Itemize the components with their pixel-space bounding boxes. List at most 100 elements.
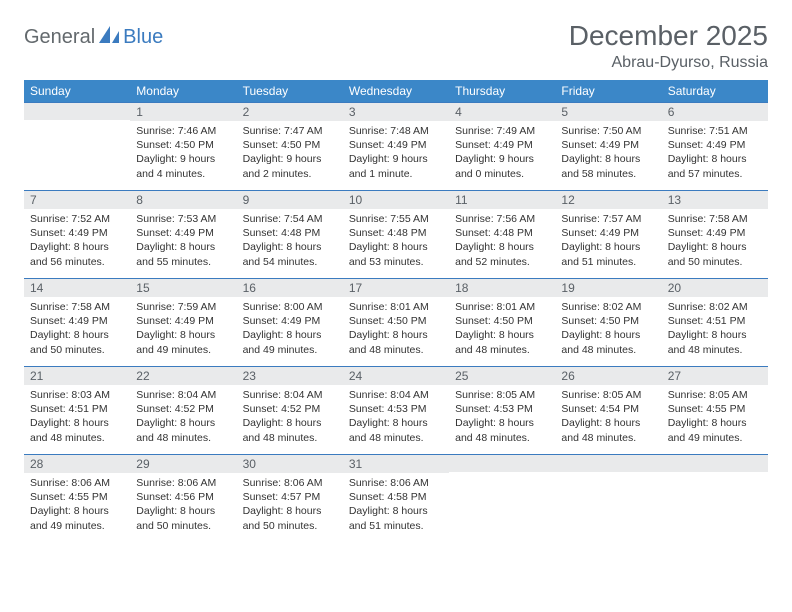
sunset-text: Sunset: 4:50 PM: [243, 138, 337, 152]
calendar-day: 11Sunrise: 7:56 AMSunset: 4:48 PMDayligh…: [449, 190, 555, 278]
sunrise-text: Sunrise: 8:06 AM: [349, 476, 443, 490]
sunset-text: Sunset: 4:49 PM: [349, 138, 443, 152]
logo: General Blue: [24, 26, 163, 49]
daylight-text: Daylight: 9 hours and 0 minutes.: [455, 152, 549, 180]
day-number: 17: [343, 278, 449, 297]
calendar-day: 23Sunrise: 8:04 AMSunset: 4:52 PMDayligh…: [237, 366, 343, 454]
sunset-text: Sunset: 4:49 PM: [561, 226, 655, 240]
daylight-text: Daylight: 8 hours and 48 minutes.: [561, 416, 655, 444]
calendar-day: 2Sunrise: 7:47 AMSunset: 4:50 PMDaylight…: [237, 102, 343, 190]
day-content: Sunrise: 7:56 AMSunset: 4:48 PMDaylight:…: [449, 209, 555, 275]
daylight-text: Daylight: 8 hours and 48 minutes.: [455, 416, 549, 444]
calendar-day: 21Sunrise: 8:03 AMSunset: 4:51 PMDayligh…: [24, 366, 130, 454]
calendar-day: 28Sunrise: 8:06 AMSunset: 4:55 PMDayligh…: [24, 454, 130, 542]
day-number: 28: [24, 454, 130, 473]
sunrise-text: Sunrise: 8:02 AM: [668, 300, 762, 314]
sunrise-text: Sunrise: 7:49 AM: [455, 124, 549, 138]
daylight-text: Daylight: 9 hours and 4 minutes.: [136, 152, 230, 180]
day-number: 2: [237, 102, 343, 121]
daylight-text: Daylight: 8 hours and 51 minutes.: [561, 240, 655, 268]
sunrise-text: Sunrise: 7:47 AM: [243, 124, 337, 138]
calendar-day: 25Sunrise: 8:05 AMSunset: 4:53 PMDayligh…: [449, 366, 555, 454]
day-content: Sunrise: 8:06 AMSunset: 4:57 PMDaylight:…: [237, 473, 343, 539]
sunset-text: Sunset: 4:50 PM: [561, 314, 655, 328]
sunrise-text: Sunrise: 8:06 AM: [243, 476, 337, 490]
day-content: Sunrise: 8:05 AMSunset: 4:53 PMDaylight:…: [449, 385, 555, 451]
location-label: Abrau-Dyurso, Russia: [569, 54, 768, 72]
day-content: Sunrise: 8:06 AMSunset: 4:55 PMDaylight:…: [24, 473, 130, 539]
day-number: 21: [24, 366, 130, 385]
sunset-text: Sunset: 4:58 PM: [349, 490, 443, 504]
calendar-day: 14Sunrise: 7:58 AMSunset: 4:49 PMDayligh…: [24, 278, 130, 366]
sunrise-text: Sunrise: 7:58 AM: [668, 212, 762, 226]
sunset-text: Sunset: 4:49 PM: [668, 138, 762, 152]
sunset-text: Sunset: 4:55 PM: [668, 402, 762, 416]
day-number: 19: [555, 278, 661, 297]
day-number: [24, 102, 130, 120]
sunset-text: Sunset: 4:57 PM: [243, 490, 337, 504]
day-number: 6: [662, 102, 768, 121]
dayname-sunday: Sunday: [24, 80, 130, 102]
sunrise-text: Sunrise: 8:02 AM: [561, 300, 655, 314]
day-content: Sunrise: 7:48 AMSunset: 4:49 PMDaylight:…: [343, 121, 449, 187]
day-number: 31: [343, 454, 449, 473]
daylight-text: Daylight: 8 hours and 55 minutes.: [136, 240, 230, 268]
calendar-week: 28Sunrise: 8:06 AMSunset: 4:55 PMDayligh…: [24, 454, 768, 542]
logo-text-general: General: [24, 26, 95, 49]
daylight-text: Daylight: 8 hours and 48 minutes.: [243, 416, 337, 444]
daylight-text: Daylight: 8 hours and 52 minutes.: [455, 240, 549, 268]
sunset-text: Sunset: 4:56 PM: [136, 490, 230, 504]
sunrise-text: Sunrise: 7:54 AM: [243, 212, 337, 226]
day-content: Sunrise: 8:01 AMSunset: 4:50 PMDaylight:…: [449, 297, 555, 363]
dayname-row: Sunday Monday Tuesday Wednesday Thursday…: [24, 80, 768, 102]
day-content: Sunrise: 8:04 AMSunset: 4:53 PMDaylight:…: [343, 385, 449, 451]
sunset-text: Sunset: 4:53 PM: [455, 402, 549, 416]
calendar-day: 6Sunrise: 7:51 AMSunset: 4:49 PMDaylight…: [662, 102, 768, 190]
sunrise-text: Sunrise: 7:46 AM: [136, 124, 230, 138]
logo-text-blue: Blue: [123, 26, 163, 49]
calendar-day: 31Sunrise: 8:06 AMSunset: 4:58 PMDayligh…: [343, 454, 449, 542]
calendar-day: 30Sunrise: 8:06 AMSunset: 4:57 PMDayligh…: [237, 454, 343, 542]
day-number: 24: [343, 366, 449, 385]
daylight-text: Daylight: 9 hours and 2 minutes.: [243, 152, 337, 180]
calendar-day: 16Sunrise: 8:00 AMSunset: 4:49 PMDayligh…: [237, 278, 343, 366]
calendar-day: [662, 454, 768, 542]
calendar-day: 29Sunrise: 8:06 AMSunset: 4:56 PMDayligh…: [130, 454, 236, 542]
day-number: 18: [449, 278, 555, 297]
daylight-text: Daylight: 8 hours and 54 minutes.: [243, 240, 337, 268]
day-content: Sunrise: 8:01 AMSunset: 4:50 PMDaylight:…: [343, 297, 449, 363]
day-number: 27: [662, 366, 768, 385]
day-number: 25: [449, 366, 555, 385]
calendar-day: 17Sunrise: 8:01 AMSunset: 4:50 PMDayligh…: [343, 278, 449, 366]
day-content: Sunrise: 7:54 AMSunset: 4:48 PMDaylight:…: [237, 209, 343, 275]
calendar-day: [555, 454, 661, 542]
daylight-text: Daylight: 8 hours and 48 minutes.: [668, 328, 762, 356]
daylight-text: Daylight: 8 hours and 48 minutes.: [455, 328, 549, 356]
sunrise-text: Sunrise: 7:56 AM: [455, 212, 549, 226]
calendar-day: 5Sunrise: 7:50 AMSunset: 4:49 PMDaylight…: [555, 102, 661, 190]
sunrise-text: Sunrise: 8:05 AM: [561, 388, 655, 402]
daylight-text: Daylight: 8 hours and 56 minutes.: [30, 240, 124, 268]
day-content: Sunrise: 7:47 AMSunset: 4:50 PMDaylight:…: [237, 121, 343, 187]
calendar-week: 1Sunrise: 7:46 AMSunset: 4:50 PMDaylight…: [24, 102, 768, 190]
day-content: Sunrise: 7:49 AMSunset: 4:49 PMDaylight:…: [449, 121, 555, 187]
dayname-monday: Monday: [130, 80, 236, 102]
daylight-text: Daylight: 9 hours and 1 minute.: [349, 152, 443, 180]
day-content: Sunrise: 8:06 AMSunset: 4:58 PMDaylight:…: [343, 473, 449, 539]
day-number: 22: [130, 366, 236, 385]
day-number: 23: [237, 366, 343, 385]
day-number: 20: [662, 278, 768, 297]
day-number: [555, 454, 661, 472]
sunset-text: Sunset: 4:49 PM: [30, 314, 124, 328]
day-content: Sunrise: 7:55 AMSunset: 4:48 PMDaylight:…: [343, 209, 449, 275]
daylight-text: Daylight: 8 hours and 57 minutes.: [668, 152, 762, 180]
calendar-day: 22Sunrise: 8:04 AMSunset: 4:52 PMDayligh…: [130, 366, 236, 454]
calendar-day: 8Sunrise: 7:53 AMSunset: 4:49 PMDaylight…: [130, 190, 236, 278]
month-title: December 2025: [569, 20, 768, 52]
sunset-text: Sunset: 4:50 PM: [349, 314, 443, 328]
daylight-text: Daylight: 8 hours and 50 minutes.: [30, 328, 124, 356]
calendar-day: 7Sunrise: 7:52 AMSunset: 4:49 PMDaylight…: [24, 190, 130, 278]
daylight-text: Daylight: 8 hours and 49 minutes.: [136, 328, 230, 356]
sunset-text: Sunset: 4:49 PM: [243, 314, 337, 328]
sunset-text: Sunset: 4:48 PM: [455, 226, 549, 240]
